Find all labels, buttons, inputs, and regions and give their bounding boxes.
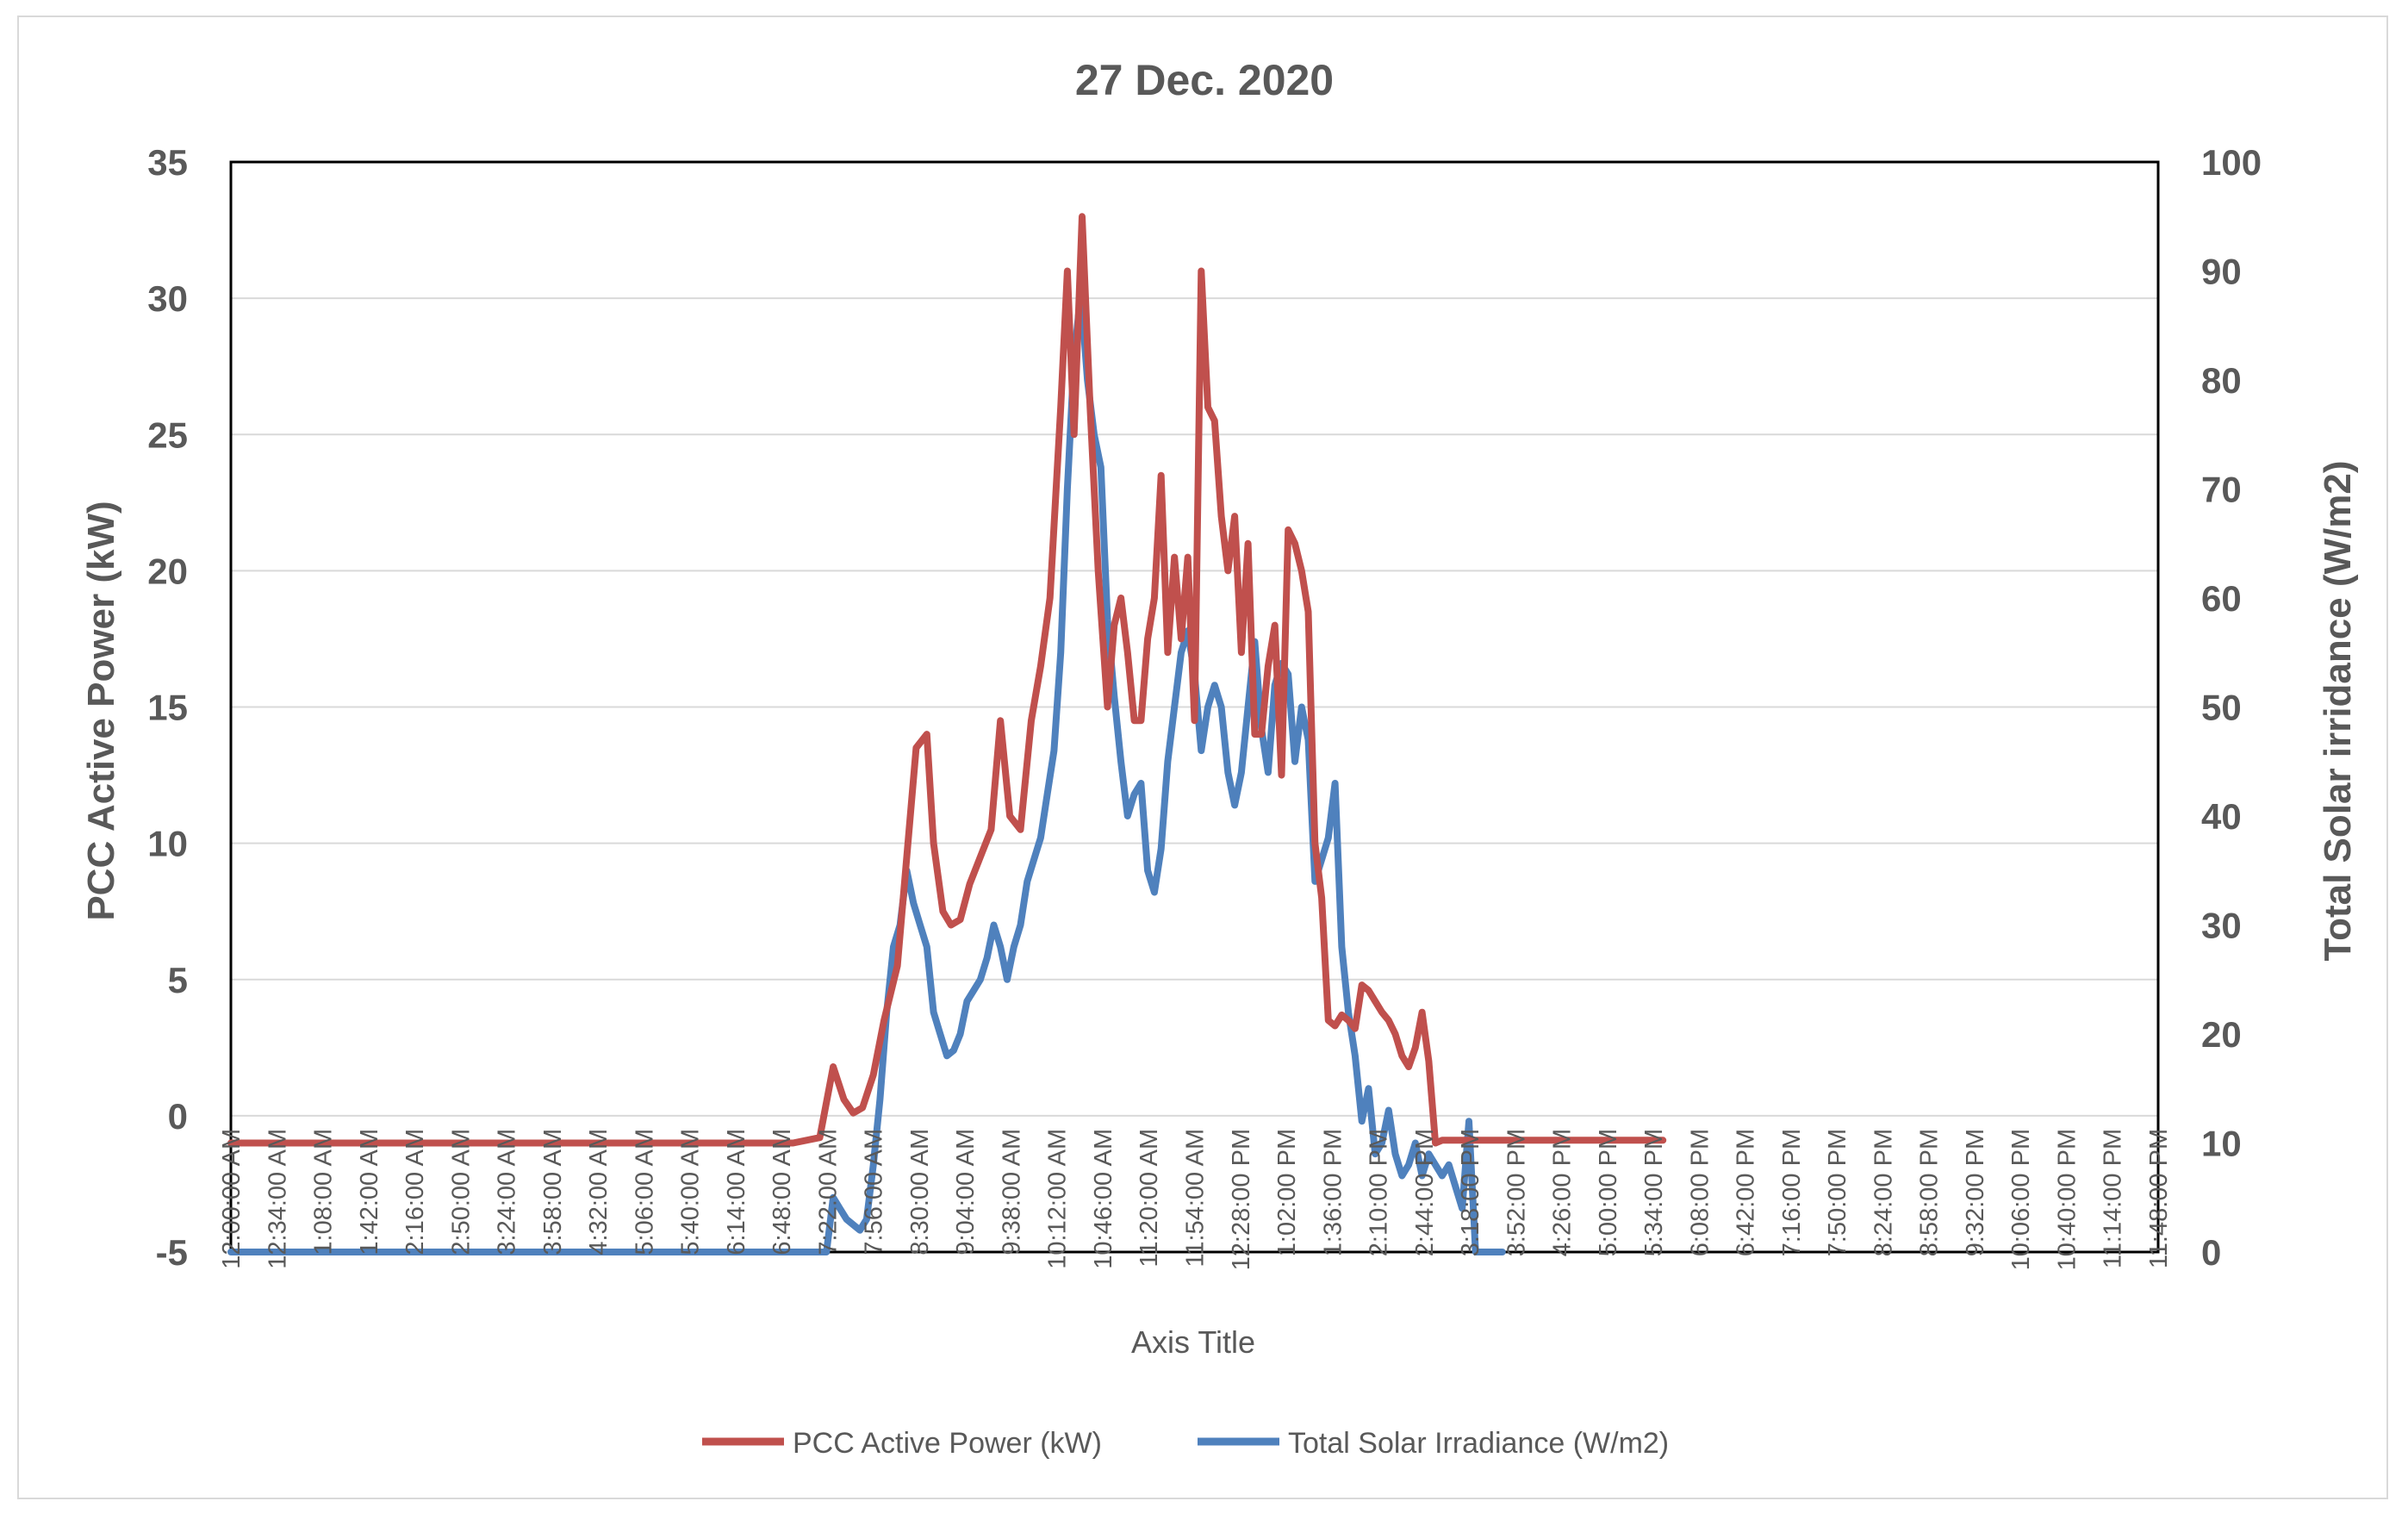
y-tick-label: 35 xyxy=(147,142,188,183)
y2-tick-label: 20 xyxy=(2201,1014,2242,1055)
y2-tick-label: 40 xyxy=(2201,796,2242,837)
x-tick-label: 11:20:00 AM xyxy=(1136,1129,1163,1268)
x-tick-label: 3:52:00 PM xyxy=(1503,1129,1530,1256)
y2-tick-label: 80 xyxy=(2201,360,2242,401)
y2-tick-label: 90 xyxy=(2201,252,2242,292)
x-axis-title: Axis Title xyxy=(1131,1324,1255,1360)
y-tick-label: 30 xyxy=(147,278,188,319)
x-tick-label: 5:06:00 AM xyxy=(631,1129,658,1255)
y2-tick-label: 0 xyxy=(2201,1232,2221,1273)
y2-tick-label: 60 xyxy=(2201,578,2242,619)
x-tick-label: 9:04:00 AM xyxy=(952,1129,980,1255)
x-tick-label: 12:28:00 PM xyxy=(1228,1129,1255,1270)
right-axis-ticks: 0 10 20 30 40 50 60 70 80 90 100 xyxy=(2201,142,2262,1273)
y2-tick-label: 50 xyxy=(2201,688,2242,728)
x-axis-ticks: 12:00:00 AM 12:34:00 AM 1:08:00 AM 1:42:00 … xyxy=(218,1129,2173,1270)
x-tick-label: 11:54:00 AM xyxy=(1182,1129,1210,1268)
series-line-irradiance xyxy=(227,289,1506,1255)
y-tick-label: 5 xyxy=(168,960,188,1000)
x-tick-label: 1:02:00 PM xyxy=(1273,1129,1301,1256)
x-tick-label: 2:44:00 PM xyxy=(1411,1129,1439,1256)
x-tick-label: 3:24:00 AM xyxy=(494,1129,521,1255)
chart-title: 27 Dec. 2020 xyxy=(1075,56,1334,104)
x-tick-label: 10:12:00 AM xyxy=(1044,1129,1072,1269)
y2-tick-label: 70 xyxy=(2201,470,2242,510)
x-tick-label: 4:32:00 AM xyxy=(585,1129,613,1255)
x-tick-label: 7:16:00 PM xyxy=(1778,1129,1806,1256)
legend-label-power: PCC Active Power (kW) xyxy=(793,1427,1102,1460)
legend-label-irradiance: Total Solar Irradiance (W/m2) xyxy=(1288,1427,1669,1460)
x-tick-label: 1:36:00 PM xyxy=(1319,1129,1347,1256)
legend: PCC Active Power (kW) Total Solar Irradi… xyxy=(702,1427,1669,1460)
y-tick-label: 25 xyxy=(147,414,188,455)
x-tick-label: 10:06:00 PM xyxy=(2007,1129,2035,1270)
y-axis-title: PCC Active Power (kW) xyxy=(80,501,122,920)
y-tick-label: 15 xyxy=(147,688,188,728)
x-tick-label: 6:08:00 PM xyxy=(1686,1129,1714,1256)
y2-tick-label: 30 xyxy=(2201,906,2242,946)
x-tick-label: 11:14:00 PM xyxy=(2100,1129,2127,1268)
x-tick-label: 10:46:00 AM xyxy=(1090,1129,1117,1269)
x-tick-label: 2:16:00 AM xyxy=(401,1129,429,1255)
x-tick-label: 1:42:00 AM xyxy=(356,1129,383,1255)
x-tick-label: 12:00:00 AM xyxy=(218,1129,246,1269)
series-layer xyxy=(227,213,1667,1255)
y-tick-label: 10 xyxy=(147,824,188,864)
x-tick-label: 6:42:00 PM xyxy=(1733,1129,1760,1256)
y2-tick-label: 100 xyxy=(2201,142,2262,183)
x-tick-label: 6:48:00 AM xyxy=(768,1129,796,1255)
series-line-power xyxy=(227,213,1667,1147)
x-tick-label: 5:00:00 PM xyxy=(1595,1129,1622,1256)
x-tick-label: 5:34:00 PM xyxy=(1640,1129,1668,1256)
x-tick-label: 10:40:00 PM xyxy=(2053,1129,2081,1270)
x-tick-label: 8:30:00 AM xyxy=(906,1129,934,1255)
x-tick-label: 9:38:00 AM xyxy=(998,1129,1025,1255)
y2-tick-label: 10 xyxy=(2201,1124,2242,1164)
x-tick-label: 7:50:00 PM xyxy=(1824,1129,1851,1256)
y-tick-label: 0 xyxy=(168,1096,188,1137)
x-tick-label: 3:58:00 AM xyxy=(539,1129,567,1255)
y-tick-label: 20 xyxy=(147,551,188,591)
plot-area-border xyxy=(229,160,2160,1254)
left-axis-ticks: -5 0 5 10 15 20 25 30 35 xyxy=(147,142,188,1273)
x-tick-label: 9:32:00 PM xyxy=(1962,1129,1989,1256)
x-tick-label: 4:26:00 PM xyxy=(1549,1129,1577,1256)
x-tick-label: 8:24:00 PM xyxy=(1870,1129,1897,1256)
y2-axis-title: Total Solar irridance (W/m2) xyxy=(2317,460,2359,961)
x-tick-label: 5:40:00 AM xyxy=(677,1129,705,1255)
x-tick-label: 7:56:00 AM xyxy=(861,1129,888,1255)
x-tick-label: 8:58:00 PM xyxy=(1916,1129,1944,1256)
x-tick-label: 1:08:00 AM xyxy=(310,1129,338,1255)
x-tick-label: 11:48:00 PM xyxy=(2145,1129,2173,1268)
y-tick-label: -5 xyxy=(156,1232,188,1273)
x-tick-label: 2:50:00 AM xyxy=(447,1129,475,1255)
x-tick-label: 12:34:00 AM xyxy=(264,1129,291,1269)
x-tick-label: 2:10:00 PM xyxy=(1366,1129,1393,1256)
x-tick-label: 3:18:00 PM xyxy=(1457,1129,1484,1256)
x-tick-label: 7:22:00 AM xyxy=(814,1129,842,1255)
x-tick-label: 6:14:00 AM xyxy=(723,1129,750,1255)
